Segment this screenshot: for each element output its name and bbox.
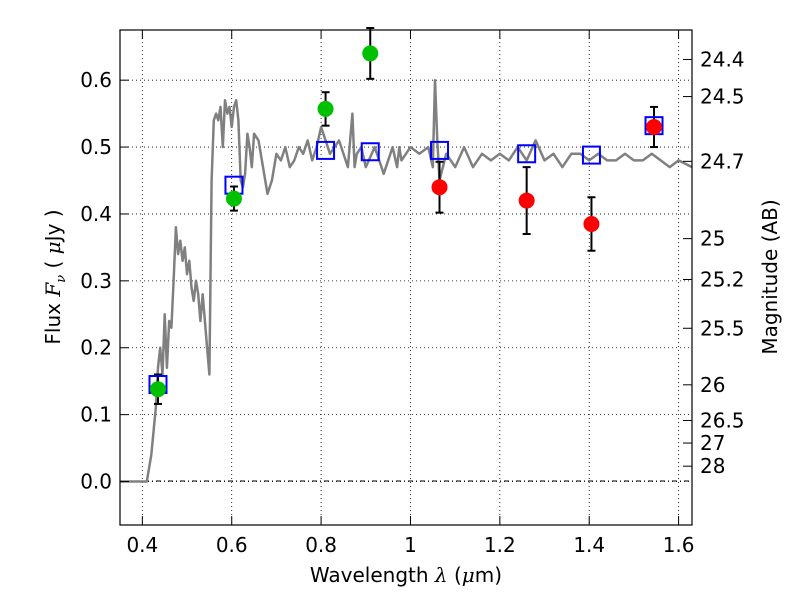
y-tick-label: 0.4	[80, 202, 112, 226]
circle-marker	[583, 215, 600, 232]
x-tick-label: 1.4	[573, 533, 605, 557]
circle-marker	[225, 190, 242, 207]
mag-tick-label: 26.5	[700, 409, 745, 433]
x-tick-label: 1.2	[484, 533, 516, 557]
y2-axis-title: Magnitude (AB)	[758, 199, 782, 354]
x-axis-title: Wavelength λ (μm)	[310, 563, 502, 587]
x-tick-label: 0.8	[305, 533, 337, 557]
circle-marker	[431, 179, 448, 196]
x-tick-label: 1.6	[663, 533, 695, 557]
mag-tick-label: 27	[700, 431, 725, 455]
axes-frame	[119, 29, 693, 526]
y-tick-label: 0.1	[80, 403, 112, 427]
mag-tick-label: 24.5	[700, 85, 745, 109]
circle-marker	[149, 381, 166, 398]
square-marker	[316, 140, 336, 160]
mag-tick-label: 24.7	[700, 149, 745, 173]
x-tick-label: 1	[404, 533, 417, 557]
square-marker	[430, 140, 450, 160]
y-tick-label: 0.2	[80, 336, 112, 360]
mag-tick-label: 25.2	[700, 267, 745, 291]
model-spectrum-line	[120, 78, 693, 483]
tick-labels: 0.4 0.6 0.8 1 1.2 1.4 1.6 0.0 0.1 0.2 0.3 0.4 0.5 0.6…	[80, 47, 744, 557]
mag-tick-label: 24.4	[700, 47, 745, 71]
y-axis-title: Flux Fν ( μJy )	[41, 209, 69, 344]
square-marker	[360, 142, 380, 162]
y-tick-label: 0.6	[80, 68, 112, 92]
grid-lines	[120, 30, 692, 525]
circle-marker	[646, 118, 663, 135]
x-tick-label: 0.6	[216, 533, 248, 557]
y-tick-label: 0.0	[80, 470, 112, 494]
plot-frame	[119, 29, 693, 526]
circle-marker	[362, 45, 379, 62]
mag-tick-label: 25	[700, 227, 725, 251]
data-markers	[148, 45, 664, 398]
circle-marker	[317, 100, 334, 117]
mag-tick-label: 28	[700, 454, 725, 478]
mag-tick-label: 26	[700, 373, 725, 397]
mag-tick-label: 25.5	[700, 316, 745, 340]
square-marker	[517, 144, 537, 164]
circle-marker	[518, 192, 535, 209]
y-tick-label: 0.5	[80, 135, 112, 159]
x-tick-label: 0.4	[126, 533, 158, 557]
y-tick-label: 0.3	[80, 269, 112, 293]
square-marker	[581, 145, 601, 165]
